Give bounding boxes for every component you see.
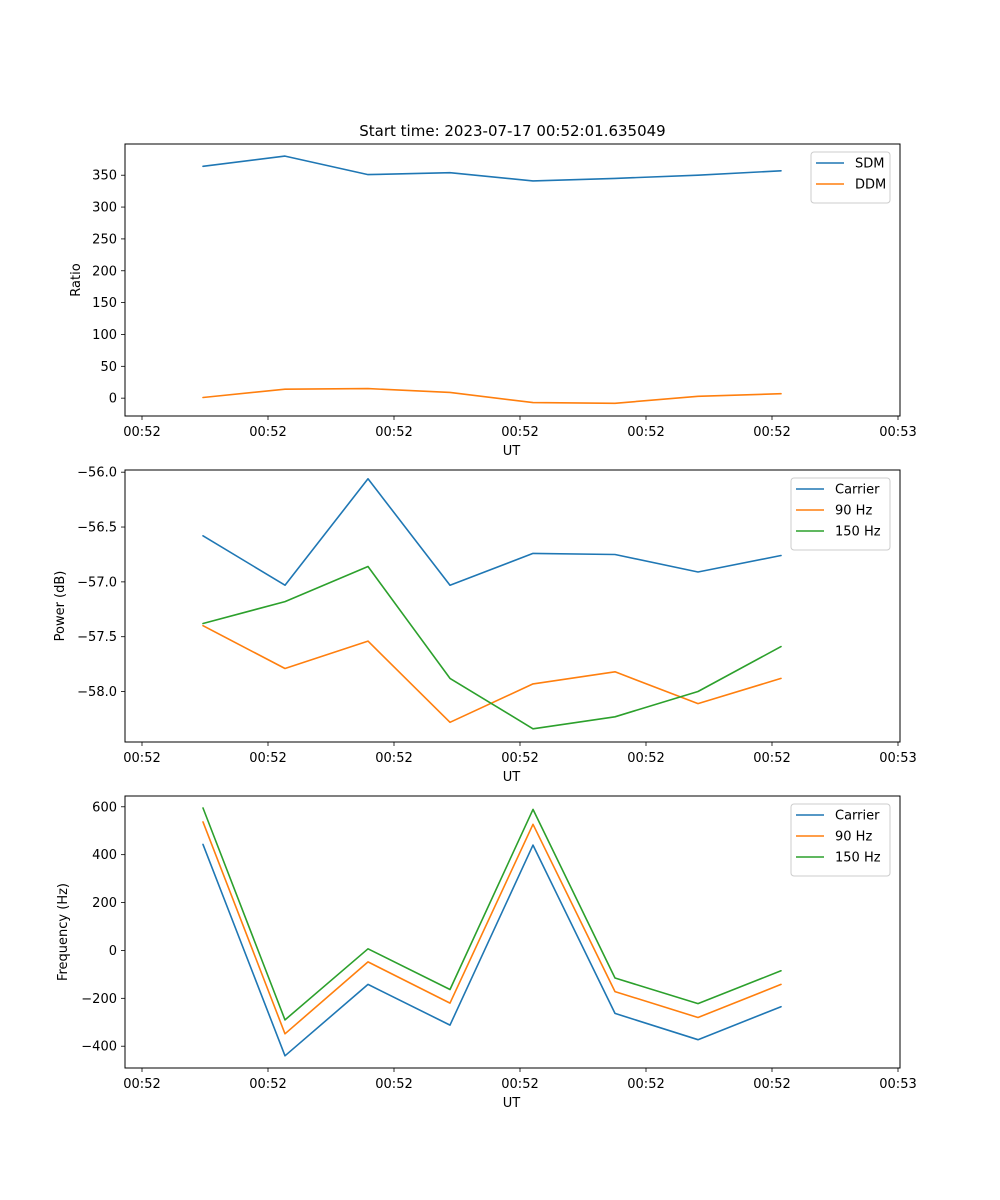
x-tick-label: 00:52 <box>123 425 160 440</box>
x-tick-label: 00:52 <box>501 751 538 766</box>
y-tick-label: 600 <box>92 800 117 815</box>
y-tick-label: 200 <box>92 896 117 911</box>
chart-panel-2: 00:52 00:52 00:52 00:52 00:52 00:52 00:53 UT −58… <box>53 466 917 785</box>
y-tick-label: 250 <box>92 232 117 247</box>
x-tick-label: 00:52 <box>249 1077 286 1092</box>
legend-label: DDM <box>855 178 886 193</box>
legend: Carrier 90 Hz 150 Hz <box>790 477 891 551</box>
legend-label: 90 Hz <box>835 504 872 519</box>
x-tick-label: 00:53 <box>879 751 916 766</box>
x-tick-label: 00:52 <box>501 1077 538 1092</box>
series-line-150-hz <box>202 807 782 1021</box>
legend-label: SDM <box>855 157 884 172</box>
y-tick-label: −56.0 <box>77 466 117 481</box>
series-line-sdm <box>202 155 782 182</box>
x-tick-label: 00:52 <box>249 425 286 440</box>
plot-area <box>124 795 901 1069</box>
series-line-90-hz <box>202 821 782 1035</box>
legend-label: 150 Hz <box>835 851 881 866</box>
y-tick-label: 300 <box>92 201 117 216</box>
x-tick-label: 00:52 <box>627 751 664 766</box>
y-tick-label: −200 <box>81 992 117 1007</box>
legend-frame <box>790 477 891 551</box>
x-tick-label: 00:52 <box>375 1077 412 1092</box>
x-tick-label: 00:52 <box>501 425 538 440</box>
plot-area <box>124 143 901 417</box>
x-tick-label: 00:52 <box>753 751 790 766</box>
y-axis-label: Ratio <box>69 263 84 296</box>
legend-label: Carrier <box>835 809 880 824</box>
x-axis-label: UT <box>503 444 521 459</box>
y-tick-label: 0 <box>109 944 117 959</box>
y-tick-label: −400 <box>81 1040 117 1055</box>
plot-area <box>124 469 901 743</box>
y-tick-label: 0 <box>109 392 117 407</box>
x-axis-label: UT <box>503 1096 521 1111</box>
x-tick-label: 00:52 <box>627 425 664 440</box>
y-tick-label: 50 <box>100 360 117 375</box>
x-tick-label: 00:52 <box>249 751 286 766</box>
y-tick-label: −56.5 <box>77 521 117 536</box>
legend-frame <box>790 803 891 877</box>
legend-frame <box>810 151 891 204</box>
legend: SDM DDM <box>810 151 891 204</box>
y-tick-label: 200 <box>92 264 117 279</box>
chart-panel-3: 00:52 00:52 00:52 00:52 00:52 00:52 00:53 UT −40… <box>56 795 917 1111</box>
legend-label: 150 Hz <box>835 525 881 540</box>
series-line-150-hz <box>202 565 782 730</box>
series-line-carrier <box>202 843 782 1057</box>
y-tick-label: −58.0 <box>77 685 117 700</box>
legend: Carrier 90 Hz 150 Hz <box>790 803 891 877</box>
x-tick-label: 00:53 <box>879 1077 916 1092</box>
x-tick-label: 00:52 <box>375 425 412 440</box>
x-tick-label: 00:53 <box>879 425 916 440</box>
x-tick-label: 00:52 <box>753 425 790 440</box>
x-axis-label: UT <box>503 770 521 785</box>
legend-label: 90 Hz <box>835 830 872 845</box>
x-tick-label: 00:52 <box>753 1077 790 1092</box>
chart-title: Start time: 2023-07-17 00:52:01.635049 <box>359 122 665 140</box>
series-line-carrier <box>202 477 782 587</box>
x-tick-label: 00:52 <box>123 1077 160 1092</box>
y-tick-label: −57.0 <box>77 575 117 590</box>
chart-panel-1: Start time: 2023-07-17 00:52:01.63504900… <box>69 122 917 459</box>
series-line-ddm <box>202 387 782 405</box>
legend-label: Carrier <box>835 483 880 498</box>
y-axis-label: Power (dB) <box>53 571 68 642</box>
y-tick-label: 150 <box>92 296 117 311</box>
x-tick-label: 00:52 <box>375 751 412 766</box>
x-tick-label: 00:52 <box>627 1077 664 1092</box>
y-tick-label: 350 <box>92 169 117 184</box>
y-axis-label: Frequency (Hz) <box>56 883 71 981</box>
series-line-90-hz <box>202 624 782 724</box>
y-tick-label: 400 <box>92 848 117 863</box>
y-tick-label: 100 <box>92 328 117 343</box>
y-tick-label: −57.5 <box>77 630 117 645</box>
x-tick-label: 00:52 <box>123 751 160 766</box>
